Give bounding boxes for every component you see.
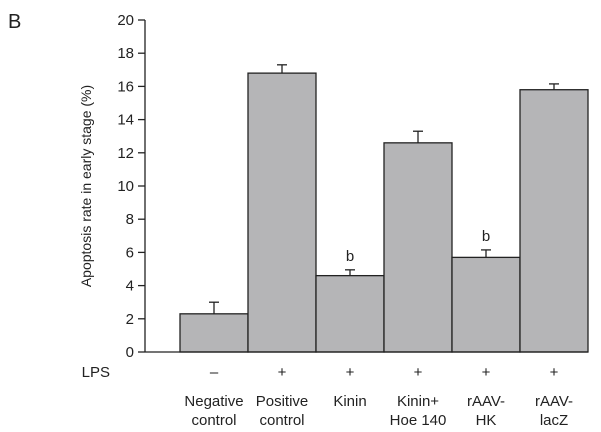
- lps-sign: –: [210, 364, 219, 381]
- plot-area: 0 2 4 6 8 10 12 14 16 18 20 b b LPS – Negative control + P…: [82, 12, 589, 429]
- bar: [519, 89, 589, 353]
- category-label-line2: lacZ: [540, 412, 568, 429]
- category-label: rAAV-: [467, 393, 505, 410]
- y-tick-label: 18: [117, 45, 134, 62]
- y-tick-label: 6: [126, 244, 134, 261]
- category-label: Kinin+: [397, 393, 439, 410]
- y-tick-label: 10: [117, 178, 134, 195]
- lps-sign: +: [482, 364, 491, 381]
- y-axis-label: Apoptosis rate in early stage (%): [78, 85, 94, 287]
- lps-sign: +: [550, 364, 559, 381]
- bar: [179, 313, 249, 353]
- y-tick-label: 8: [126, 211, 134, 228]
- category-label-line2: control: [259, 412, 304, 429]
- category-label-line2: Hoe 140: [390, 412, 447, 429]
- y-tick-label: 14: [117, 112, 134, 129]
- bar: [315, 274, 385, 353]
- bar: [451, 256, 521, 353]
- category-label-line2: control: [191, 412, 236, 429]
- y-tick-label: 16: [117, 78, 134, 95]
- lps-sign: +: [346, 364, 355, 381]
- panel-label: B: [8, 11, 21, 33]
- category-label: rAAV-: [535, 393, 573, 410]
- y-tick-label: 4: [126, 278, 134, 295]
- category-label: Kinin: [333, 393, 366, 410]
- significance-label: b: [482, 228, 490, 245]
- category-label-line2: HK: [476, 412, 497, 429]
- y-tick-label: 20: [117, 12, 134, 29]
- y-tick-label: 2: [126, 311, 134, 328]
- lps-sign: +: [278, 364, 287, 381]
- y-tick-label: 0: [126, 344, 134, 361]
- bar: [247, 72, 317, 353]
- bar: [383, 142, 453, 353]
- lps-sign: +: [414, 364, 423, 381]
- category-label: Positive: [256, 393, 309, 410]
- lps-row-label: LPS: [82, 364, 110, 381]
- category-label: Negative: [184, 393, 243, 410]
- significance-label: b: [346, 248, 354, 265]
- y-tick-label: 12: [117, 145, 134, 162]
